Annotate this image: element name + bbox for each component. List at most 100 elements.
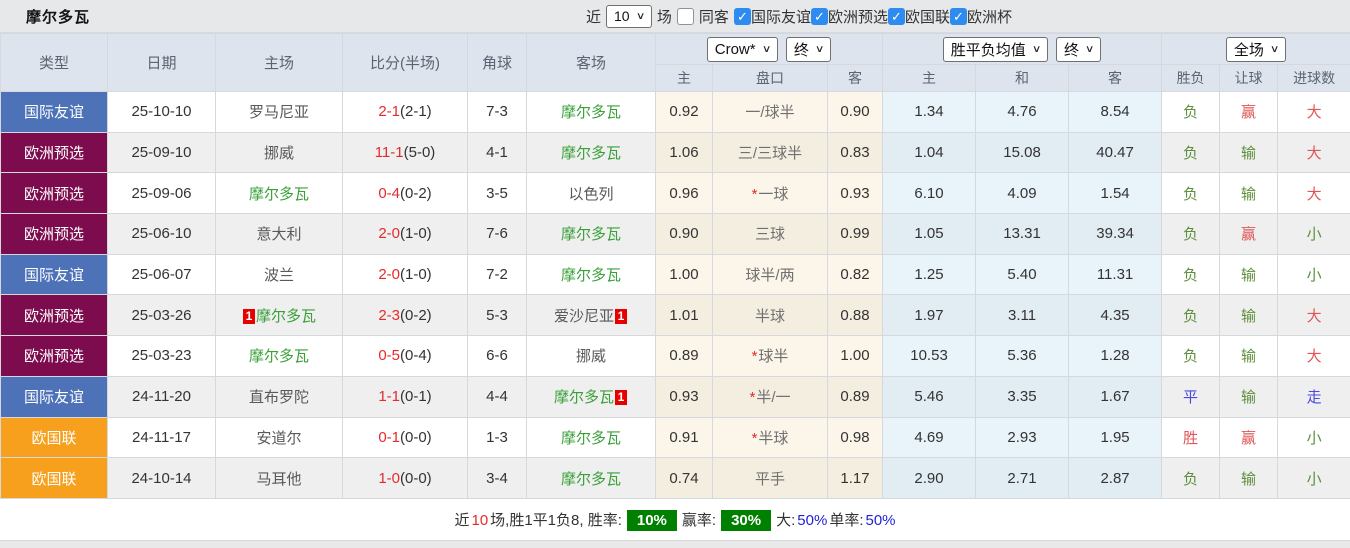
company-period-value: 终 [794,39,809,60]
avg-odds-select[interactable]: 胜平负均值 ∨ [943,37,1048,62]
handicap-line-text: 球半 [758,348,788,365]
away-team-cell: 挪威 [527,336,656,377]
draw-odds-cell: 13.31 [976,214,1069,255]
corner-cell: 1-3 [468,417,527,458]
fulltime-score: 0-5 [378,347,400,364]
scope-select-group: 全场 ∨ [1162,34,1350,65]
top-toolbar: 摩尔多瓦 近 10 ∨ 场 同客 ✓国际友谊✓欧洲预选✓欧国联✓欧洲杯 [0,0,1350,33]
handicap-away-odds-cell: 1.17 [828,458,883,499]
handicap-away-odds-cell: 0.90 [828,92,883,133]
score-cell: 0-1(0-0) [343,417,468,458]
checkbox-icon[interactable]: ✓ [811,8,828,25]
checkbox-icon[interactable]: ✓ [734,8,751,25]
company-period-select[interactable]: 终 ∨ [786,37,831,62]
halftime-score: (2-1) [400,103,432,120]
home-team-cell: 波兰 [216,254,343,295]
filter-国际友谊[interactable]: ✓国际友谊 [734,6,811,27]
goals-result-cell: 走 [1278,376,1350,417]
date-cell: 25-03-23 [108,336,216,377]
fulltime-score: 2-0 [378,266,400,283]
handicap-away-odds-cell: 0.83 [828,132,883,173]
handicap-result-cell: 赢 [1220,92,1278,133]
corner-cell: 7-6 [468,214,527,255]
handicap-home-odds-cell: 0.74 [656,458,713,499]
col-header-away: 客场 [527,34,656,92]
away-team-cell: 摩尔多瓦 [527,458,656,499]
handicap-away-odds-cell: 0.82 [828,254,883,295]
corner-cell: 3-4 [468,458,527,499]
odds-select-group: 胜平负均值 ∨ 终 ∨ [883,34,1162,65]
date-cell: 25-06-07 [108,254,216,295]
score-cell: 0-4(0-2) [343,173,468,214]
away-team-name: 摩尔多瓦 [561,145,621,162]
near-count-select[interactable]: 10 ∨ [606,5,652,28]
handicap-line-cell: *半/一 [713,376,828,417]
filter-label: 欧国联 [905,6,950,27]
handicap-line-cell: 三球 [713,214,828,255]
competition-type-cell: 国际友谊 [1,254,108,295]
handicap-home-odds-cell: 0.89 [656,336,713,377]
avg-period-select[interactable]: 终 ∨ [1056,37,1101,62]
handicap-home-odds-cell: 1.01 [656,295,713,336]
filter-欧国联[interactable]: ✓欧国联 [888,6,950,27]
subheader-ah-away: 客 [828,65,883,92]
near-label: 近 [586,6,601,27]
away-team-name: 摩尔多瓦 [561,430,621,447]
checkbox-icon[interactable]: ✓ [950,8,967,25]
draw-odds-cell: 15.08 [976,132,1069,173]
result-cell: 负 [1162,336,1220,377]
handicap-line-text: 一球 [758,186,788,203]
home-team-name: 马耳他 [256,471,301,488]
away-team-name: 摩尔多瓦 [561,226,621,243]
goals-result-cell: 大 [1278,92,1350,133]
summary-part: 场,胜1平1负8, 胜率: [490,512,622,529]
score-cell: 2-0(1-0) [343,214,468,255]
win-odds-cell: 6.10 [883,173,976,214]
corner-cell: 7-3 [468,92,527,133]
fulltime-score: 0-1 [378,429,400,446]
summary-part: 单率: [829,512,863,529]
handicap-line-cell: 平手 [713,458,828,499]
date-cell: 25-10-10 [108,92,216,133]
red-card-badge: 1 [615,390,627,405]
filter-label: 欧洲杯 [967,6,1012,27]
same-away-checkbox[interactable] [677,8,694,25]
col-header-type: 类型 [1,34,108,92]
col-header-score: 比分(半场) [343,34,468,92]
filter-欧洲预选[interactable]: ✓欧洲预选 [811,6,888,27]
win-odds-cell: 5.46 [883,376,976,417]
home-team-name: 安道尔 [256,430,301,447]
handicap-result-cell: 输 [1220,295,1278,336]
col-header-corner: 角球 [468,34,527,92]
draw-odds-cell: 4.76 [976,92,1069,133]
lose-odds-cell: 1.54 [1069,173,1162,214]
scope-select[interactable]: 全场 ∨ [1226,37,1286,62]
fulltime-score: 1-0 [378,470,400,487]
corner-cell: 6-6 [468,336,527,377]
lose-odds-cell: 11.31 [1069,254,1162,295]
home-team-cell: 马耳他 [216,458,343,499]
company-select[interactable]: Crow* ∨ [707,37,778,62]
away-team-name: 摩尔多瓦 [554,389,614,406]
result-cell: 负 [1162,173,1220,214]
checkbox-icon[interactable]: ✓ [888,8,905,25]
filter-欧洲杯[interactable]: ✓欧洲杯 [950,6,1012,27]
summary-part: 10% [627,510,677,531]
handicap-away-odds-cell: 0.88 [828,295,883,336]
halftime-score: (0-2) [400,185,432,202]
win-odds-cell: 2.90 [883,458,976,499]
handicap-line-text: 平手 [755,471,785,488]
score-cell: 1-1(0-1) [343,376,468,417]
